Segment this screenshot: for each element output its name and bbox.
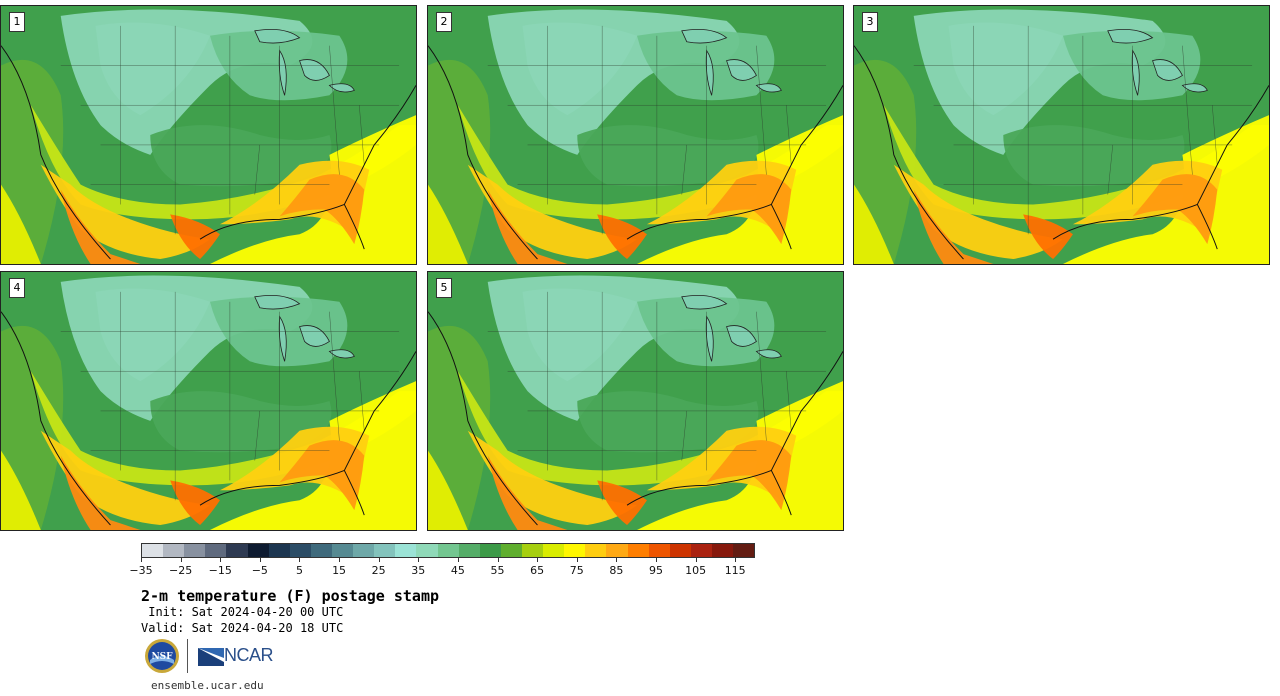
map-panel-5[interactable]: 5 bbox=[427, 271, 844, 531]
colorbar-tick bbox=[180, 558, 182, 562]
colorbar-swatch bbox=[564, 544, 586, 557]
colorbar-swatch bbox=[268, 544, 290, 557]
colorbar-tick bbox=[537, 558, 539, 562]
colorbar-tick bbox=[655, 558, 657, 562]
colorbar-swatch bbox=[479, 544, 501, 557]
map-panel-4[interactable]: 4 bbox=[0, 271, 417, 531]
colorbar-tick-label: 95 bbox=[648, 564, 663, 577]
colorbar-tick bbox=[735, 558, 737, 562]
colorbar-swatch bbox=[500, 544, 522, 557]
colorbar-tick-label: −25 bbox=[169, 564, 193, 577]
colorbar bbox=[141, 543, 755, 558]
colorbar-tick-label: 75 bbox=[569, 564, 584, 577]
colorbar-swatch bbox=[247, 544, 269, 557]
map-panel-2[interactable]: 2 bbox=[427, 5, 844, 265]
colorbar-swatch bbox=[205, 544, 227, 557]
colorbar-swatch bbox=[648, 544, 670, 557]
figure-title: 2-m temperature (F) postage stamp bbox=[141, 587, 440, 605]
colorbar-tick-label: 65 bbox=[530, 564, 545, 577]
colorbar-tick bbox=[616, 558, 618, 562]
panel-label: 4 bbox=[9, 278, 25, 298]
colorbar-tick bbox=[141, 558, 142, 562]
panel-label: 5 bbox=[436, 278, 452, 298]
colorbar-tick-label: 115 bbox=[724, 564, 746, 577]
map-panel-3[interactable]: 3 bbox=[853, 5, 1270, 265]
colorbar-swatch bbox=[458, 544, 480, 557]
nsf-logo: NSF bbox=[145, 639, 179, 673]
panel-label: 3 bbox=[862, 12, 878, 32]
colorbar-tick bbox=[259, 558, 261, 562]
colorbar-tick-label: 5 bbox=[295, 564, 303, 577]
colorbar-swatch bbox=[585, 544, 607, 557]
colorbar-tick bbox=[576, 558, 578, 562]
colorbar-tick bbox=[695, 558, 697, 562]
colorbar-tick bbox=[497, 558, 499, 562]
ncar-logo-text: NCAR bbox=[224, 645, 274, 665]
colorbar-tick-label: 85 bbox=[609, 564, 624, 577]
colorbar-tick bbox=[418, 558, 420, 562]
colorbar-tick-label: 15 bbox=[332, 564, 347, 577]
temperature-map bbox=[428, 272, 843, 530]
colorbar-swatch bbox=[184, 544, 206, 557]
colorbar-tick-label: 55 bbox=[490, 564, 505, 577]
temperature-map bbox=[428, 6, 843, 264]
colorbar-swatch bbox=[711, 544, 734, 557]
temperature-map bbox=[1, 272, 416, 530]
colorbar-swatch bbox=[310, 544, 332, 557]
colorbar-tick-label: −35 bbox=[129, 564, 153, 577]
colorbar-swatch bbox=[521, 544, 544, 557]
colorbar-tick bbox=[220, 558, 222, 562]
colorbar-tick bbox=[378, 558, 380, 562]
colorbar-swatch bbox=[374, 544, 396, 557]
colorbar-swatch bbox=[690, 544, 712, 557]
colorbar-swatch bbox=[437, 544, 459, 557]
colorbar-swatch bbox=[606, 544, 628, 557]
colorbar-swatch bbox=[543, 544, 565, 557]
nsf-logo-text: NSF bbox=[151, 652, 173, 662]
valid-time: Valid: Sat 2024-04-20 18 UTC bbox=[141, 621, 344, 635]
colorbar-swatch bbox=[142, 544, 164, 557]
colorbar-swatch bbox=[289, 544, 311, 557]
colorbar-swatch bbox=[226, 544, 248, 557]
colorbar-tick-label: 105 bbox=[685, 564, 707, 577]
panel-label: 2 bbox=[436, 12, 452, 32]
logos: NSF NCAR bbox=[144, 638, 274, 674]
ncar-icon bbox=[198, 648, 224, 666]
temperature-map bbox=[1, 6, 416, 264]
colorbar-swatch bbox=[163, 544, 185, 557]
logo-divider bbox=[187, 639, 188, 673]
colorbar-swatch bbox=[395, 544, 417, 557]
website-url[interactable]: ensemble.ucar.edu bbox=[151, 679, 264, 692]
colorbar-swatch bbox=[353, 544, 375, 557]
colorbar-tick-label: 35 bbox=[411, 564, 426, 577]
temperature-map bbox=[854, 6, 1269, 264]
colorbar-swatch bbox=[416, 544, 438, 557]
colorbar-tick bbox=[299, 558, 301, 562]
colorbar-tick-label: −5 bbox=[251, 564, 268, 577]
colorbar-swatch bbox=[627, 544, 649, 557]
map-panel-1[interactable]: 1 bbox=[0, 5, 417, 265]
colorbar-tick bbox=[339, 558, 341, 562]
colorbar-swatch bbox=[331, 544, 354, 557]
colorbar-ticks: −35 −25 −15 −5 5 15 25 35 45 55 65 75 85 95 105 115 bbox=[129, 558, 755, 578]
init-time: Init: Sat 2024-04-20 00 UTC bbox=[141, 605, 344, 619]
colorbar-tick-label: 45 bbox=[450, 564, 465, 577]
colorbar-tick bbox=[457, 558, 459, 562]
panel-label: 1 bbox=[9, 12, 25, 32]
colorbar-swatch bbox=[733, 544, 755, 557]
colorbar-tick-label: 25 bbox=[371, 564, 386, 577]
colorbar-swatch bbox=[669, 544, 691, 557]
colorbar-tick-label: −15 bbox=[208, 564, 232, 577]
